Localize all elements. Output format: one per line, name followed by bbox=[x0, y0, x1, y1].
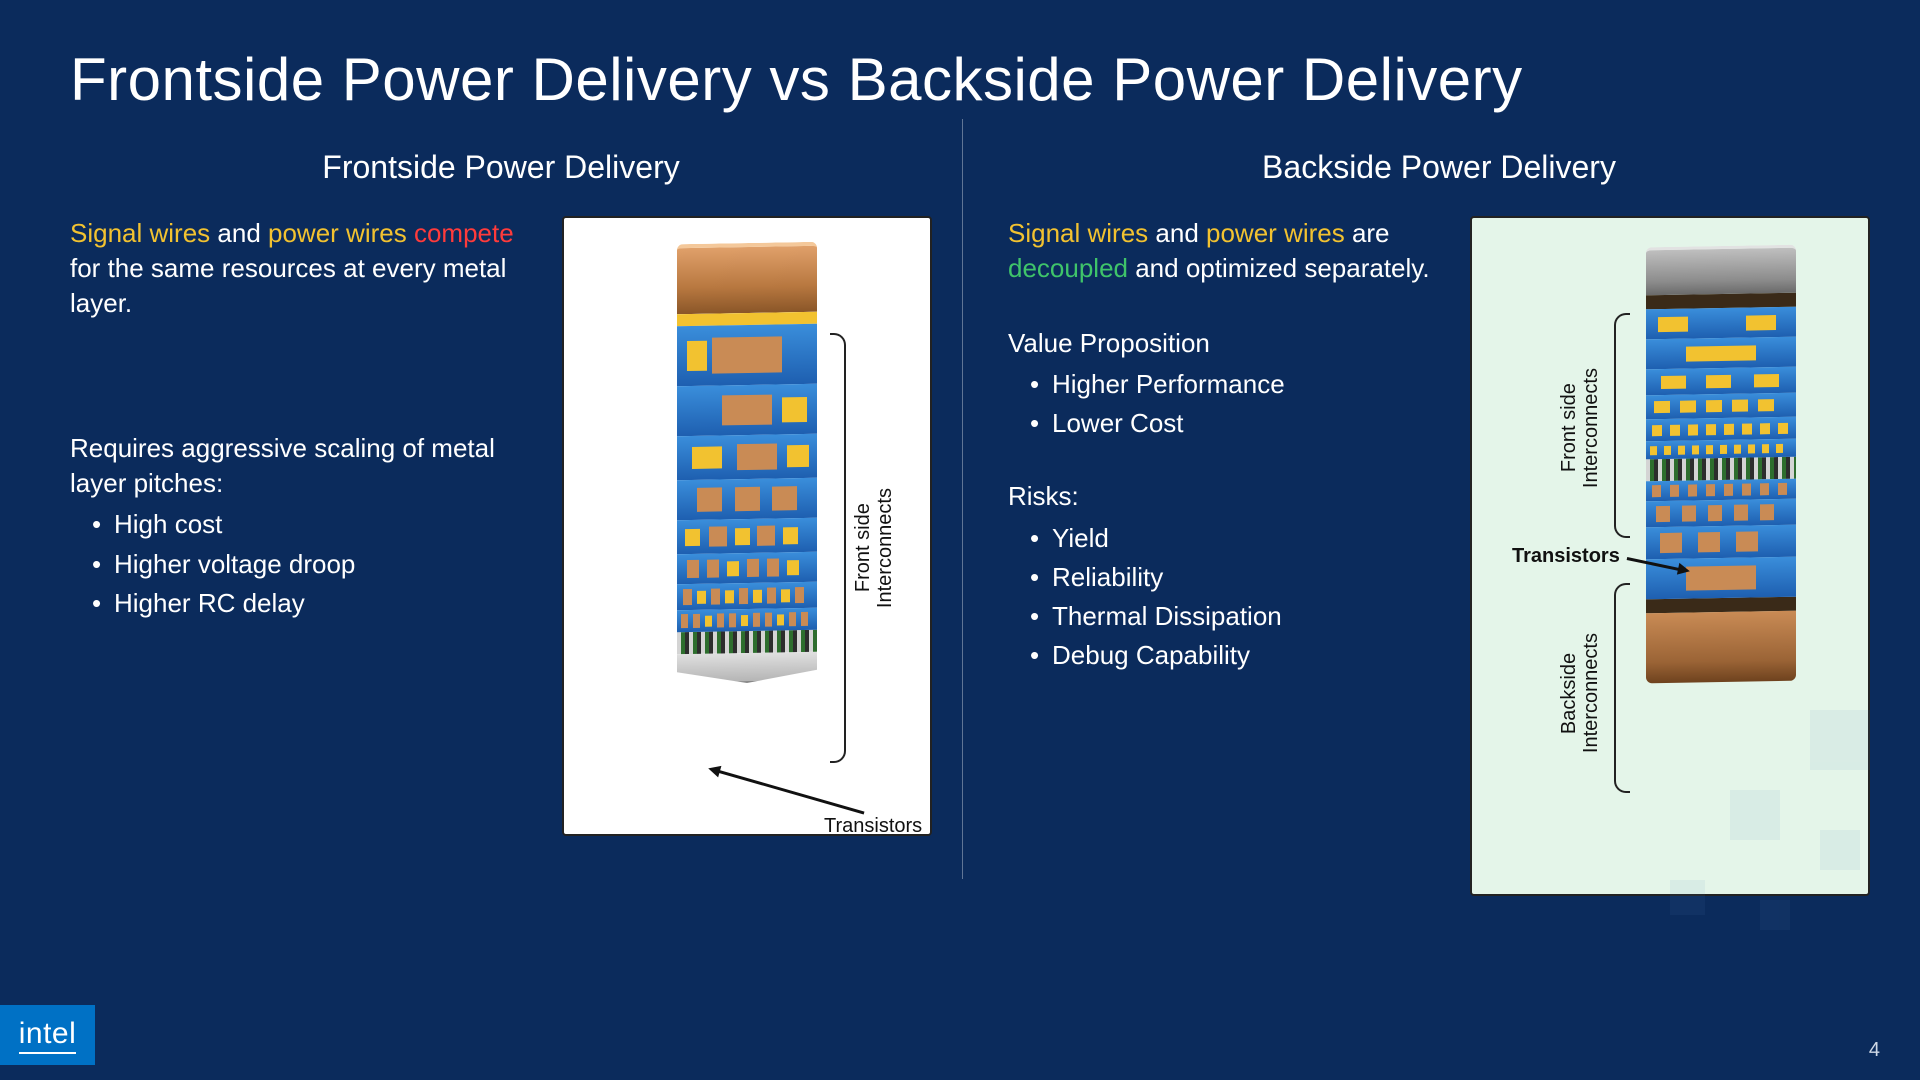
right-intro: Signal wires and power wires are decoupl… bbox=[1008, 216, 1450, 286]
left-column-body: Signal wires and power wires compete for… bbox=[70, 216, 932, 836]
right-risks-list: Yield Reliability Thermal Dissipation De… bbox=[1008, 521, 1450, 673]
page-number: 4 bbox=[1869, 1039, 1880, 1062]
right-risks-head: Risks: bbox=[1008, 479, 1450, 514]
hl-compete: compete bbox=[414, 218, 514, 248]
right-value-list: Higher Performance Lower Cost bbox=[1008, 367, 1450, 441]
frontside-interconnects-label: Front sideInterconnects bbox=[852, 488, 896, 608]
list-item: Reliability bbox=[1030, 560, 1450, 595]
right-value-head: Value Proposition bbox=[1008, 326, 1450, 361]
left-column: Frontside Power Delivery Signal wires an… bbox=[70, 139, 962, 1059]
left-column-title: Frontside Power Delivery bbox=[70, 149, 932, 186]
hl-decoupled: decoupled bbox=[1008, 253, 1128, 283]
list-item: Yield bbox=[1030, 521, 1450, 556]
left-scaling-head: Requires aggressive scaling of metal lay… bbox=[70, 431, 542, 501]
list-item: Lower Cost bbox=[1030, 406, 1450, 441]
list-item: Thermal Dissipation bbox=[1030, 599, 1450, 634]
list-item: Debug Capability bbox=[1030, 638, 1450, 673]
right-column-title: Backside Power Delivery bbox=[1008, 149, 1870, 186]
hl-power: power wires bbox=[1206, 218, 1345, 248]
slide-title: Frontside Power Delivery vs Backside Pow… bbox=[0, 0, 1920, 139]
list-item: Higher voltage droop bbox=[92, 547, 542, 582]
intel-logo: intel bbox=[0, 1005, 95, 1065]
left-intro: Signal wires and power wires compete for… bbox=[70, 216, 542, 321]
hl-signal: Signal wires bbox=[1008, 218, 1148, 248]
background-decoration bbox=[1670, 710, 1890, 960]
list-item: Higher Performance bbox=[1030, 367, 1450, 402]
columns-container: Frontside Power Delivery Signal wires an… bbox=[0, 139, 1920, 1059]
hl-power: power wires bbox=[268, 218, 407, 248]
backside-interconnects-label: BacksideInterconnects bbox=[1558, 633, 1602, 753]
left-diagram: Front sideInterconnects Transistors bbox=[562, 216, 932, 836]
left-scaling-list: High cost Higher voltage droop Higher RC… bbox=[70, 507, 542, 620]
right-text-block: Signal wires and power wires are decoupl… bbox=[1008, 216, 1450, 896]
transistors-label: Transistors bbox=[1512, 545, 1620, 568]
left-text-block: Signal wires and power wires compete for… bbox=[70, 216, 542, 836]
list-item: Higher RC delay bbox=[92, 586, 542, 621]
list-item: High cost bbox=[92, 507, 542, 542]
transistors-label: Transistors bbox=[824, 815, 922, 838]
frontside-interconnects-label: Front sideInterconnects bbox=[1558, 368, 1602, 488]
hl-signal: Signal wires bbox=[70, 218, 210, 248]
